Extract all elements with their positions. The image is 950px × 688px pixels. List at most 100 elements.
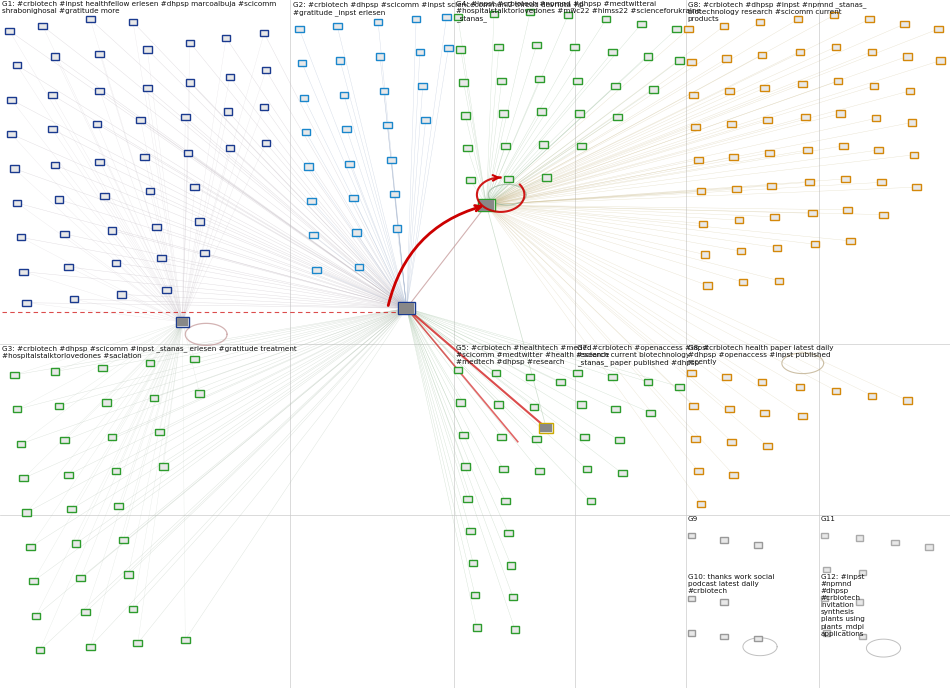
FancyBboxPatch shape [612, 83, 620, 89]
FancyBboxPatch shape [739, 279, 748, 285]
FancyBboxPatch shape [95, 88, 104, 94]
FancyBboxPatch shape [103, 399, 110, 406]
Text: G5: #crbiotech #healthtech #meded
#scicomm #medtwitter #health #science
#medtech: G5: #crbiotech #healthtech #meded #scico… [456, 345, 610, 365]
FancyBboxPatch shape [342, 127, 352, 133]
FancyBboxPatch shape [808, 211, 817, 216]
FancyBboxPatch shape [728, 439, 736, 445]
FancyBboxPatch shape [196, 219, 203, 224]
FancyBboxPatch shape [8, 96, 15, 103]
FancyBboxPatch shape [490, 10, 499, 17]
FancyBboxPatch shape [469, 560, 477, 566]
FancyBboxPatch shape [891, 539, 899, 545]
FancyBboxPatch shape [19, 475, 28, 482]
FancyBboxPatch shape [101, 193, 108, 200]
FancyBboxPatch shape [865, 17, 874, 23]
FancyBboxPatch shape [673, 25, 680, 32]
FancyBboxPatch shape [388, 157, 395, 163]
FancyBboxPatch shape [700, 252, 709, 258]
FancyBboxPatch shape [456, 46, 466, 52]
FancyBboxPatch shape [177, 318, 188, 326]
FancyBboxPatch shape [346, 161, 353, 167]
FancyBboxPatch shape [28, 578, 38, 585]
FancyBboxPatch shape [146, 361, 154, 367]
FancyBboxPatch shape [578, 143, 585, 149]
FancyBboxPatch shape [350, 195, 357, 201]
FancyBboxPatch shape [690, 92, 697, 98]
FancyBboxPatch shape [54, 403, 63, 409]
FancyBboxPatch shape [703, 282, 712, 289]
FancyBboxPatch shape [133, 641, 142, 647]
FancyBboxPatch shape [536, 469, 543, 475]
FancyBboxPatch shape [906, 88, 914, 94]
FancyBboxPatch shape [574, 78, 581, 84]
FancyBboxPatch shape [608, 48, 618, 55]
FancyBboxPatch shape [935, 25, 942, 32]
FancyBboxPatch shape [542, 175, 551, 181]
FancyBboxPatch shape [699, 220, 707, 227]
FancyBboxPatch shape [159, 464, 167, 470]
FancyBboxPatch shape [336, 58, 344, 64]
FancyBboxPatch shape [504, 530, 513, 537]
FancyBboxPatch shape [142, 46, 152, 52]
FancyBboxPatch shape [697, 501, 705, 506]
FancyBboxPatch shape [806, 180, 813, 186]
FancyBboxPatch shape [688, 596, 695, 601]
FancyBboxPatch shape [846, 237, 855, 244]
FancyBboxPatch shape [464, 144, 471, 151]
FancyBboxPatch shape [23, 300, 30, 305]
FancyBboxPatch shape [872, 115, 881, 121]
FancyBboxPatch shape [54, 197, 63, 202]
FancyBboxPatch shape [64, 472, 72, 478]
FancyBboxPatch shape [859, 570, 866, 575]
FancyBboxPatch shape [722, 374, 732, 380]
FancyBboxPatch shape [61, 231, 68, 237]
Text: G7: #crbiotech #openaccess #inpst
research current biotechnology
_stanas_ paper : G7: #crbiotech #openaccess #inpst resear… [577, 345, 709, 366]
FancyBboxPatch shape [157, 255, 165, 261]
FancyBboxPatch shape [112, 260, 120, 266]
FancyBboxPatch shape [479, 200, 494, 211]
FancyBboxPatch shape [61, 438, 68, 444]
FancyBboxPatch shape [775, 277, 783, 283]
FancyBboxPatch shape [8, 131, 15, 138]
FancyBboxPatch shape [608, 374, 618, 380]
FancyBboxPatch shape [616, 438, 624, 444]
FancyBboxPatch shape [912, 184, 921, 191]
FancyBboxPatch shape [112, 469, 120, 475]
FancyBboxPatch shape [298, 61, 306, 67]
FancyBboxPatch shape [118, 292, 125, 297]
FancyBboxPatch shape [460, 79, 467, 85]
FancyBboxPatch shape [162, 288, 171, 293]
FancyBboxPatch shape [262, 140, 271, 147]
FancyBboxPatch shape [768, 182, 775, 189]
FancyBboxPatch shape [12, 200, 21, 206]
FancyBboxPatch shape [756, 19, 765, 25]
FancyBboxPatch shape [720, 599, 728, 605]
FancyBboxPatch shape [880, 212, 888, 217]
FancyBboxPatch shape [120, 537, 127, 544]
Text: G11: G11 [821, 516, 836, 522]
FancyBboxPatch shape [460, 432, 467, 438]
FancyBboxPatch shape [586, 498, 595, 504]
FancyBboxPatch shape [180, 114, 190, 120]
FancyBboxPatch shape [92, 121, 101, 127]
FancyBboxPatch shape [578, 402, 585, 407]
FancyBboxPatch shape [260, 30, 268, 36]
FancyBboxPatch shape [836, 110, 846, 116]
FancyBboxPatch shape [38, 23, 48, 29]
FancyBboxPatch shape [146, 188, 154, 195]
FancyBboxPatch shape [72, 541, 80, 547]
FancyBboxPatch shape [526, 374, 535, 380]
FancyBboxPatch shape [36, 647, 45, 654]
FancyBboxPatch shape [418, 83, 428, 89]
FancyBboxPatch shape [51, 369, 59, 375]
FancyBboxPatch shape [107, 227, 116, 234]
FancyBboxPatch shape [23, 510, 30, 516]
FancyBboxPatch shape [12, 63, 21, 69]
FancyBboxPatch shape [844, 207, 852, 213]
FancyBboxPatch shape [352, 230, 360, 235]
Text: G8: #crbiotech health paper latest daily
#dhpsp #openaccess #inpst published
rec: G8: #crbiotech health paper latest daily… [688, 345, 833, 365]
FancyBboxPatch shape [504, 175, 513, 182]
FancyBboxPatch shape [644, 379, 653, 385]
FancyBboxPatch shape [830, 12, 839, 18]
FancyBboxPatch shape [473, 625, 481, 631]
